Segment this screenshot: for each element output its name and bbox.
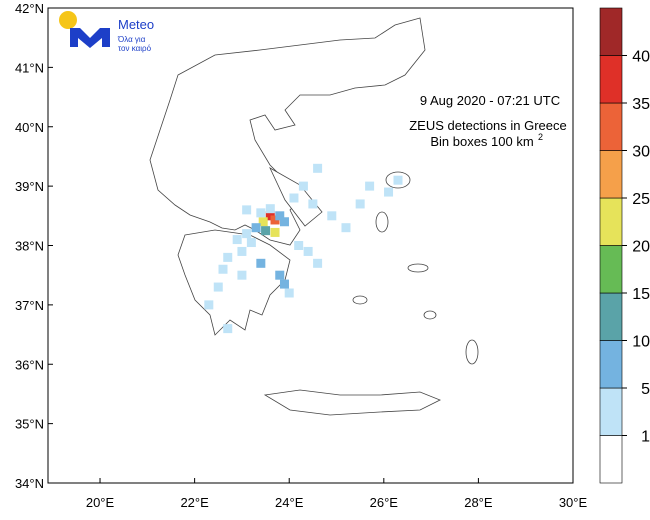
detection-bin bbox=[258, 217, 268, 227]
colorbar-label: 35 bbox=[632, 96, 650, 113]
y-tick-label: 35°N bbox=[15, 417, 44, 432]
y-tick-label: 41°N bbox=[15, 60, 44, 75]
island bbox=[352, 295, 368, 305]
detection-bin bbox=[327, 211, 337, 221]
colorbar-label: 20 bbox=[632, 239, 650, 256]
detection-bin bbox=[275, 211, 285, 221]
x-tick-label: 22°E bbox=[180, 495, 209, 510]
detection-bin bbox=[242, 229, 252, 239]
detection-bin bbox=[256, 258, 266, 268]
crete bbox=[263, 389, 441, 416]
colorbar-label: 10 bbox=[632, 334, 650, 351]
detection-bin bbox=[303, 246, 313, 256]
x-tick-label: 26°E bbox=[370, 495, 399, 510]
colorbar-segment bbox=[599, 55, 623, 104]
detection-bin bbox=[261, 226, 271, 236]
detection-bin bbox=[289, 193, 299, 203]
logo-mark bbox=[70, 28, 110, 48]
colorbar-segment bbox=[599, 150, 623, 199]
annotation-date: 9 Aug 2020 - 07:21 UTC bbox=[420, 93, 560, 108]
x-tick-label: 30°E bbox=[559, 495, 588, 510]
detection-bin bbox=[265, 204, 275, 214]
detection-bin bbox=[279, 217, 289, 227]
annotation-title: ZEUS detections in Greece bbox=[409, 118, 567, 133]
island bbox=[375, 211, 389, 233]
logo-slogan: τον καιρό bbox=[118, 44, 152, 53]
colorbar-label: 25 bbox=[632, 191, 650, 208]
colorbar-segment bbox=[599, 7, 623, 56]
detection-bin bbox=[251, 223, 261, 233]
detection-bin bbox=[237, 270, 247, 280]
detection-bin bbox=[313, 163, 323, 173]
detection-bin bbox=[284, 288, 294, 298]
y-tick-label: 37°N bbox=[15, 298, 44, 313]
detection-bin bbox=[294, 241, 304, 250]
y-tick-label: 36°N bbox=[15, 357, 44, 372]
colorbar-label: 40 bbox=[632, 49, 650, 66]
detection-bin bbox=[355, 199, 365, 209]
island bbox=[465, 339, 479, 365]
colorbar-segment bbox=[599, 435, 623, 484]
island bbox=[423, 310, 437, 320]
detection-bin bbox=[213, 282, 223, 292]
detection-bin bbox=[270, 227, 280, 237]
colorbar-label: 1 bbox=[641, 429, 650, 446]
logo-sun bbox=[59, 11, 77, 29]
detection-bin bbox=[237, 246, 247, 256]
colorbar-segment bbox=[599, 102, 623, 151]
detection-bin bbox=[204, 300, 214, 310]
colorbar-segment bbox=[599, 340, 623, 389]
annotation-exp: 2 bbox=[538, 132, 543, 142]
y-tick-label: 34°N bbox=[15, 476, 44, 491]
y-tick-label: 42°N bbox=[15, 1, 44, 16]
annotation-bins: Bin boxes 100 km bbox=[430, 134, 533, 149]
detection-bin bbox=[313, 258, 323, 268]
colorbar-segment bbox=[599, 245, 623, 294]
detection-bin bbox=[232, 235, 242, 245]
colorbar-label: 30 bbox=[632, 144, 650, 161]
detection-bin bbox=[223, 252, 233, 262]
detection-bin bbox=[341, 223, 351, 233]
detection-bin bbox=[265, 211, 275, 221]
detection-bin bbox=[270, 215, 280, 225]
detection-bin bbox=[275, 270, 285, 280]
detection-bin bbox=[218, 264, 228, 274]
x-tick-label: 28°E bbox=[464, 495, 493, 510]
x-tick-label: 20°E bbox=[86, 495, 115, 510]
y-tick-label: 39°N bbox=[15, 179, 44, 194]
detection-bin bbox=[246, 238, 256, 248]
colorbar-segment bbox=[599, 197, 623, 246]
detection-bin bbox=[393, 175, 403, 185]
y-tick-label: 38°N bbox=[15, 239, 44, 254]
mainland bbox=[149, 17, 426, 246]
detection-bin bbox=[308, 199, 318, 209]
x-tick-label: 24°E bbox=[275, 495, 304, 510]
detection-bin bbox=[256, 208, 266, 218]
detection-bin bbox=[242, 205, 252, 215]
y-tick-label: 40°N bbox=[15, 120, 44, 135]
colorbar-label: 5 bbox=[641, 381, 650, 398]
colorbar-segment bbox=[599, 387, 623, 436]
detection-bin bbox=[223, 324, 233, 334]
logo-slogan: Όλα για bbox=[117, 35, 146, 44]
colorbar-segment bbox=[599, 292, 623, 341]
detection-bin bbox=[279, 279, 289, 289]
logo-name: Meteo bbox=[118, 17, 154, 32]
colorbar-label: 15 bbox=[632, 286, 650, 303]
detection-bin bbox=[298, 181, 308, 191]
island bbox=[407, 263, 429, 273]
detection-bin bbox=[365, 181, 375, 191]
detection-bin bbox=[384, 187, 394, 197]
